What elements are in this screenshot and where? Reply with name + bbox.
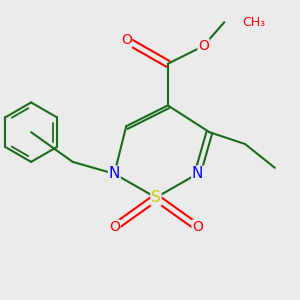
Text: N: N: [192, 166, 203, 181]
Text: O: O: [192, 220, 203, 234]
Text: O: O: [198, 39, 209, 53]
Text: N: N: [109, 166, 120, 181]
Text: S: S: [151, 190, 161, 205]
Text: CH₃: CH₃: [242, 16, 265, 29]
Text: O: O: [109, 220, 120, 234]
Text: O: O: [121, 33, 132, 47]
